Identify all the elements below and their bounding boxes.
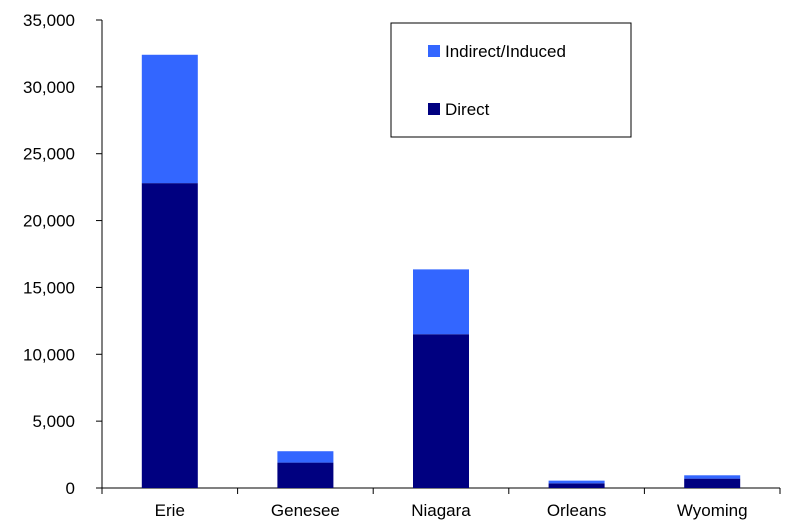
legend-swatch-indirect-induced [428, 45, 440, 57]
bar-indirect-induced-niagara [413, 269, 469, 335]
bars [141, 54, 741, 489]
bar-direct-erie [141, 183, 198, 489]
bar-direct-niagara [413, 334, 469, 488]
y-tick-label: 15,000 [23, 278, 75, 297]
y-tick-label: 5,000 [32, 412, 75, 431]
x-tick-label: Genesee [271, 501, 340, 520]
x-tick-label: Orleans [547, 501, 607, 520]
bar-indirect-induced-erie [141, 54, 198, 184]
x-tick-label: Wyoming [677, 501, 748, 520]
x-axis: Erie Genesee Niagara Orleans Wyoming [101, 487, 781, 520]
y-tick-label: 10,000 [23, 345, 75, 364]
y-axis: 0 5,000 10,000 15,000 20,000 25,000 30,000 35,0… [23, 11, 103, 498]
bar-indirect-induced-wyoming [684, 475, 741, 479]
legend-box [390, 22, 632, 138]
bar-indirect-induced-orleans [548, 480, 605, 484]
y-tick-label: 30,000 [23, 78, 75, 97]
bar-direct-orleans [548, 483, 605, 488]
bar-indirect-induced-genesee [277, 451, 334, 463]
x-tick-label: Niagara [411, 501, 471, 520]
y-tick-label: 20,000 [23, 212, 75, 231]
x-tick-label: Erie [155, 501, 185, 520]
bar-direct-genesee [277, 462, 334, 488]
bar-direct-wyoming [684, 478, 741, 488]
y-tick-label: 0 [66, 479, 75, 498]
y-tick-label: 35,000 [23, 11, 75, 30]
legend-label-direct: Direct [445, 100, 490, 119]
y-tick-label: 25,000 [23, 145, 75, 164]
legend-label-indirect-induced: Indirect/Induced [445, 42, 566, 61]
legend: Indirect/Induced Direct [390, 22, 632, 138]
legend-swatch-direct [428, 103, 440, 115]
